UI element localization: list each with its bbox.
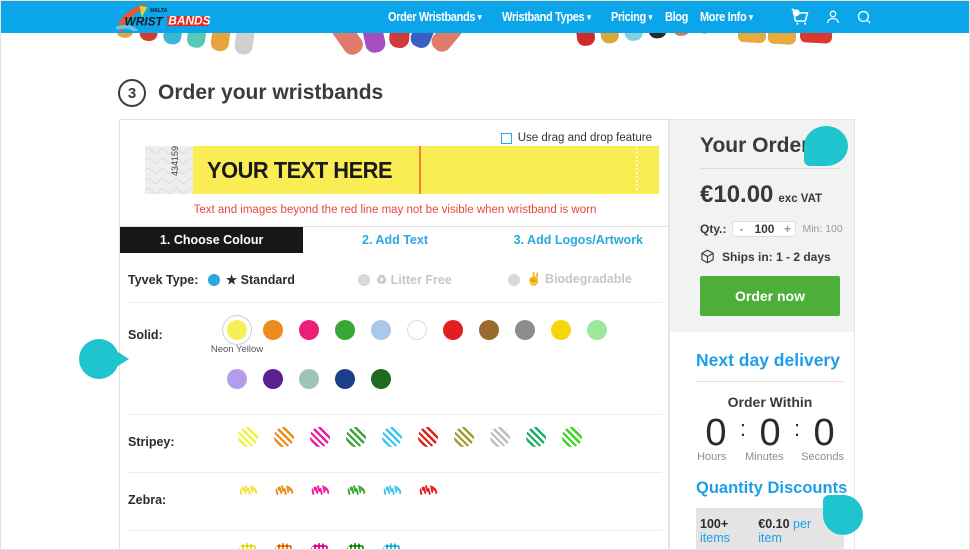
svg-text:WRIST: WRIST [124, 15, 164, 29]
svg-text:434159: 434159 [170, 146, 180, 176]
svg-text:BANDS: BANDS [168, 14, 210, 28]
svg-text:YOUR TEXT HERE: YOUR TEXT HERE [207, 157, 393, 183]
svg-text:MALTA: MALTA [150, 8, 168, 14]
